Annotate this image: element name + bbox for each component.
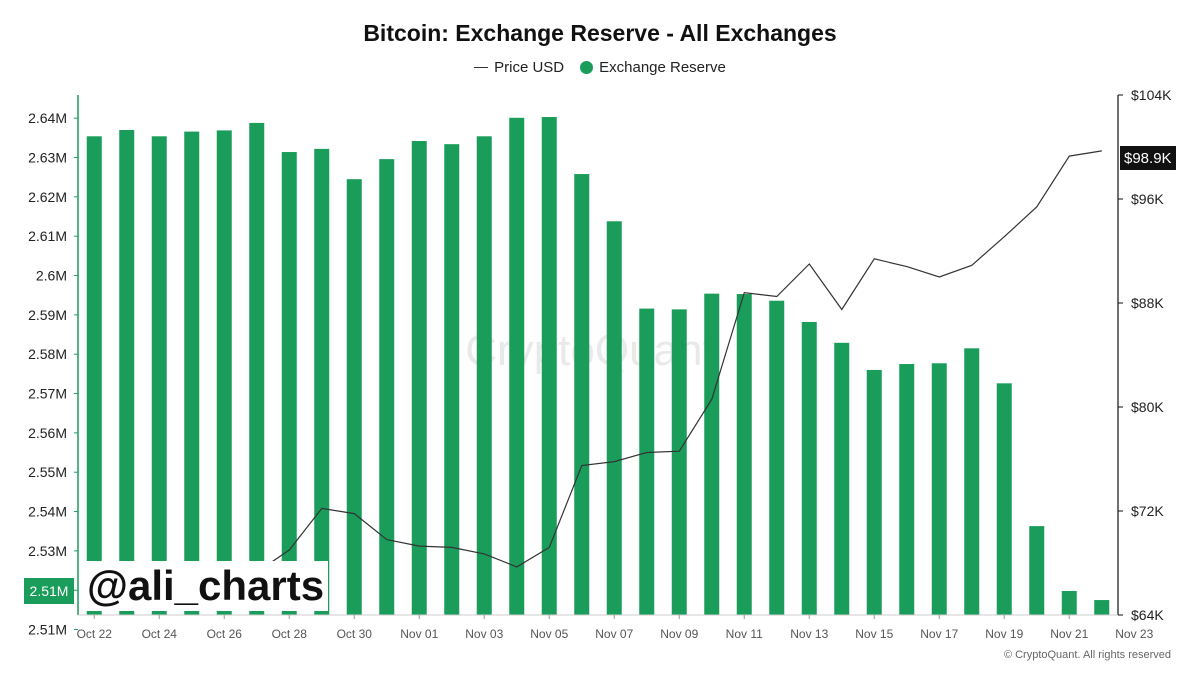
x-tick-label: Nov 03 <box>465 627 503 641</box>
reserve-bar <box>866 369 882 615</box>
reserve-bar <box>119 130 135 615</box>
reserve-bar <box>184 131 200 615</box>
author-handle-watermark: @ali_charts <box>83 561 329 611</box>
x-tick-label: Nov 11 <box>726 627 763 641</box>
reserve-bar <box>964 348 980 615</box>
reserve-bar <box>1029 526 1045 615</box>
x-tick-label: Nov 23 <box>1115 627 1153 641</box>
x-tick-label: Nov 17 <box>920 627 958 641</box>
reserve-bar <box>574 174 590 616</box>
x-tick-label: Nov 01 <box>400 627 438 641</box>
left-tick-label: 2.62M <box>28 189 67 205</box>
right-tick-label: $88K <box>1131 295 1164 311</box>
reserve-bar <box>1094 600 1110 615</box>
chart-title: Bitcoin: Exchange Reserve - All Exchange… <box>363 20 837 46</box>
reserve-bar <box>411 141 427 615</box>
reserve-bar <box>314 148 330 615</box>
line-swatch-icon <box>474 67 489 68</box>
reserve-bar <box>704 293 720 615</box>
reserve-bar <box>899 364 915 615</box>
right-tick-label: $64K <box>1131 607 1164 623</box>
reserve-bar <box>639 308 655 615</box>
legend-label-reserve: Exchange Reserve <box>599 59 726 76</box>
reserve-bar <box>346 179 362 616</box>
left-tick-label: 2.51M <box>28 622 67 638</box>
x-tick-label: Oct 26 <box>207 627 243 641</box>
legend-item-price[interactable]: Price USD <box>474 59 564 76</box>
left-tick-label: 2.59M <box>28 307 67 323</box>
legend-label-price: Price USD <box>494 59 565 76</box>
x-tick-label: Nov 09 <box>660 627 698 641</box>
left-tick-label: 2.64M <box>28 110 67 126</box>
right-tick-label: $72K <box>1131 503 1164 519</box>
reserve-bar <box>151 136 167 615</box>
copyright-notice: © CryptoQuant. All rights reserved <box>1003 649 1171 661</box>
x-tick-label: Oct 28 <box>272 627 308 641</box>
reserve-bar <box>86 136 102 615</box>
right-tick-label: $96K <box>1131 191 1164 207</box>
reserve-bar <box>834 342 850 615</box>
x-tick-label: Nov 13 <box>790 627 828 641</box>
left-tick-label: 2.55M <box>28 464 67 480</box>
current-reserve-tag: 2.51M <box>24 578 74 604</box>
reserve-bar <box>216 130 232 615</box>
right-tick-label: $104K <box>1131 87 1172 103</box>
left-tick-label: 2.63M <box>28 150 67 166</box>
x-tick-label: Oct 30 <box>337 627 373 641</box>
reserve-bar <box>931 363 947 615</box>
right-tick-label: $80K <box>1131 399 1164 415</box>
left-tick-label: 2.53M <box>28 543 67 559</box>
reserve-bar <box>996 383 1012 615</box>
left-tick-label: 2.54M <box>28 504 67 520</box>
left-tick-label: 2.61M <box>28 228 67 244</box>
x-tick-label: Nov 19 <box>985 627 1023 641</box>
x-tick-label: Nov 07 <box>595 627 633 641</box>
current-price-tag: $98.9K <box>1120 146 1176 170</box>
x-tick-label: Oct 22 <box>77 627 113 641</box>
legend-item-reserve[interactable]: Exchange Reserve <box>580 59 726 76</box>
reserve-bar <box>736 294 752 615</box>
reserve-bar <box>281 152 297 615</box>
legend: Price USD Exchange Reserve <box>0 59 1200 76</box>
reserve-bar <box>476 136 492 615</box>
reserve-bar <box>1061 591 1077 615</box>
reserve-bar <box>379 159 395 615</box>
dot-swatch-icon <box>580 61 594 74</box>
reserve-bar <box>801 321 817 615</box>
left-tick-label: 2.6M <box>36 268 67 284</box>
reserve-bar <box>769 300 785 615</box>
x-tick-label: Oct 24 <box>142 627 178 641</box>
left-tick-label: 2.57M <box>28 386 67 402</box>
reserve-bar <box>509 117 525 616</box>
left-tick-label: 2.58M <box>28 346 67 362</box>
reserve-bar <box>671 309 687 615</box>
x-tick-label: Nov 21 <box>1050 627 1088 641</box>
reserve-bar <box>249 122 265 616</box>
reserve-bar <box>606 221 622 615</box>
x-tick-label: Nov 15 <box>855 627 893 641</box>
x-tick-label: Nov 05 <box>530 627 568 641</box>
reserve-bar <box>541 117 557 616</box>
reserve-bar <box>444 144 460 616</box>
left-tick-label: 2.56M <box>28 425 67 441</box>
